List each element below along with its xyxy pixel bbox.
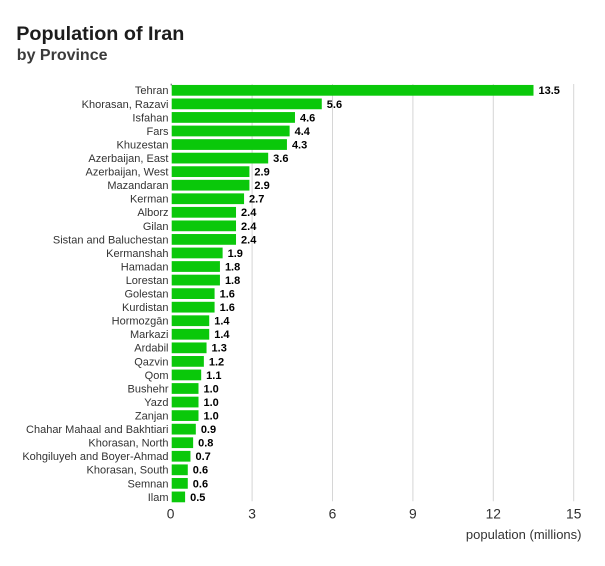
svg-text:0.5: 0.5 <box>190 492 205 504</box>
svg-text:Markazi: Markazi <box>130 329 169 341</box>
svg-text:Ilam: Ilam <box>148 492 169 504</box>
svg-text:1.4: 1.4 <box>214 329 230 341</box>
svg-text:1.9: 1.9 <box>228 248 243 260</box>
svg-text:3.6: 3.6 <box>273 153 288 165</box>
svg-text:12: 12 <box>486 506 501 521</box>
svg-text:0.6: 0.6 <box>193 465 208 477</box>
svg-text:Khorasan, South: Khorasan, South <box>87 465 169 477</box>
svg-text:2.9: 2.9 <box>254 180 269 192</box>
svg-text:Khorasan, Razavi: Khorasan, Razavi <box>82 99 169 111</box>
svg-text:4.6: 4.6 <box>300 112 315 124</box>
svg-text:1.0: 1.0 <box>204 411 219 423</box>
svg-text:Kohgiluyeh and Boyer-Ahmad: Kohgiluyeh and Boyer-Ahmad <box>22 451 168 463</box>
svg-text:1.4: 1.4 <box>214 316 230 328</box>
svg-text:3: 3 <box>248 506 256 521</box>
svg-text:Fars: Fars <box>147 126 170 138</box>
svg-text:Hamadan: Hamadan <box>121 261 169 273</box>
svg-text:0.6: 0.6 <box>193 478 208 490</box>
svg-text:4.3: 4.3 <box>292 139 307 151</box>
svg-text:Population of Iran: Population of Iran <box>16 23 184 45</box>
svg-text:Bushehr: Bushehr <box>128 383 169 395</box>
svg-text:0.7: 0.7 <box>195 451 210 463</box>
svg-text:Ardabil: Ardabil <box>134 343 168 355</box>
svg-text:1.3: 1.3 <box>212 343 227 355</box>
svg-text:1.0: 1.0 <box>204 383 219 395</box>
svg-text:1.2: 1.2 <box>209 356 224 368</box>
svg-text:2.9: 2.9 <box>254 167 269 179</box>
svg-text:Lorestan: Lorestan <box>126 275 169 287</box>
svg-text:1.1: 1.1 <box>206 370 221 382</box>
svg-text:Qom: Qom <box>145 370 169 382</box>
svg-text:0.9: 0.9 <box>201 424 216 436</box>
svg-text:1.6: 1.6 <box>220 302 235 314</box>
svg-text:Sistan and Baluchestan: Sistan and Baluchestan <box>53 234 169 246</box>
svg-text:Golestan: Golestan <box>124 289 168 301</box>
svg-text:Semnan: Semnan <box>128 478 169 490</box>
svg-text:0.8: 0.8 <box>198 438 213 450</box>
svg-text:Alborz: Alborz <box>137 207 168 219</box>
svg-text:Hormozgān: Hormozgān <box>112 316 169 328</box>
svg-text:2.7: 2.7 <box>249 194 264 206</box>
svg-text:Mazandaran: Mazandaran <box>107 180 168 192</box>
svg-text:Zanjan: Zanjan <box>135 411 169 423</box>
svg-text:15: 15 <box>566 506 582 521</box>
svg-text:Azerbaijan, West: Azerbaijan, West <box>86 167 169 179</box>
svg-text:2.4: 2.4 <box>241 234 257 246</box>
svg-text:by Province: by Province <box>17 47 108 64</box>
svg-text:Azerbaijan, East: Azerbaijan, East <box>88 153 168 165</box>
svg-text:2.4: 2.4 <box>241 207 257 219</box>
svg-text:Gilan: Gilan <box>143 221 169 233</box>
svg-text:Qazvin: Qazvin <box>134 356 168 368</box>
svg-text:13.5: 13.5 <box>539 85 560 97</box>
svg-text:Yazd: Yazd <box>144 397 168 409</box>
svg-text:0: 0 <box>167 506 175 521</box>
svg-text:1.8: 1.8 <box>225 275 240 287</box>
svg-text:1.8: 1.8 <box>225 261 240 273</box>
svg-text:1.6: 1.6 <box>220 289 235 301</box>
svg-text:Kermanshah: Kermanshah <box>106 248 168 260</box>
svg-text:Kerman: Kerman <box>130 194 169 206</box>
svg-text:Isfahan: Isfahan <box>132 112 168 124</box>
svg-text:Khuzestan: Khuzestan <box>117 139 169 151</box>
svg-text:5.6: 5.6 <box>327 99 342 111</box>
svg-text:Chahar Mahaal and Bakhtiari: Chahar Mahaal and Bakhtiari <box>26 424 168 436</box>
svg-text:4.4: 4.4 <box>295 126 311 138</box>
svg-text:Tehran: Tehran <box>135 85 169 97</box>
svg-text:population (millions): population (millions) <box>466 527 582 542</box>
svg-text:Khorasan, North: Khorasan, North <box>88 438 168 450</box>
svg-text:1.0: 1.0 <box>204 397 219 409</box>
svg-text:6: 6 <box>329 506 337 521</box>
svg-text:2.4: 2.4 <box>241 221 257 233</box>
svg-text:9: 9 <box>409 506 417 521</box>
svg-text:Kurdistan: Kurdistan <box>122 302 168 314</box>
